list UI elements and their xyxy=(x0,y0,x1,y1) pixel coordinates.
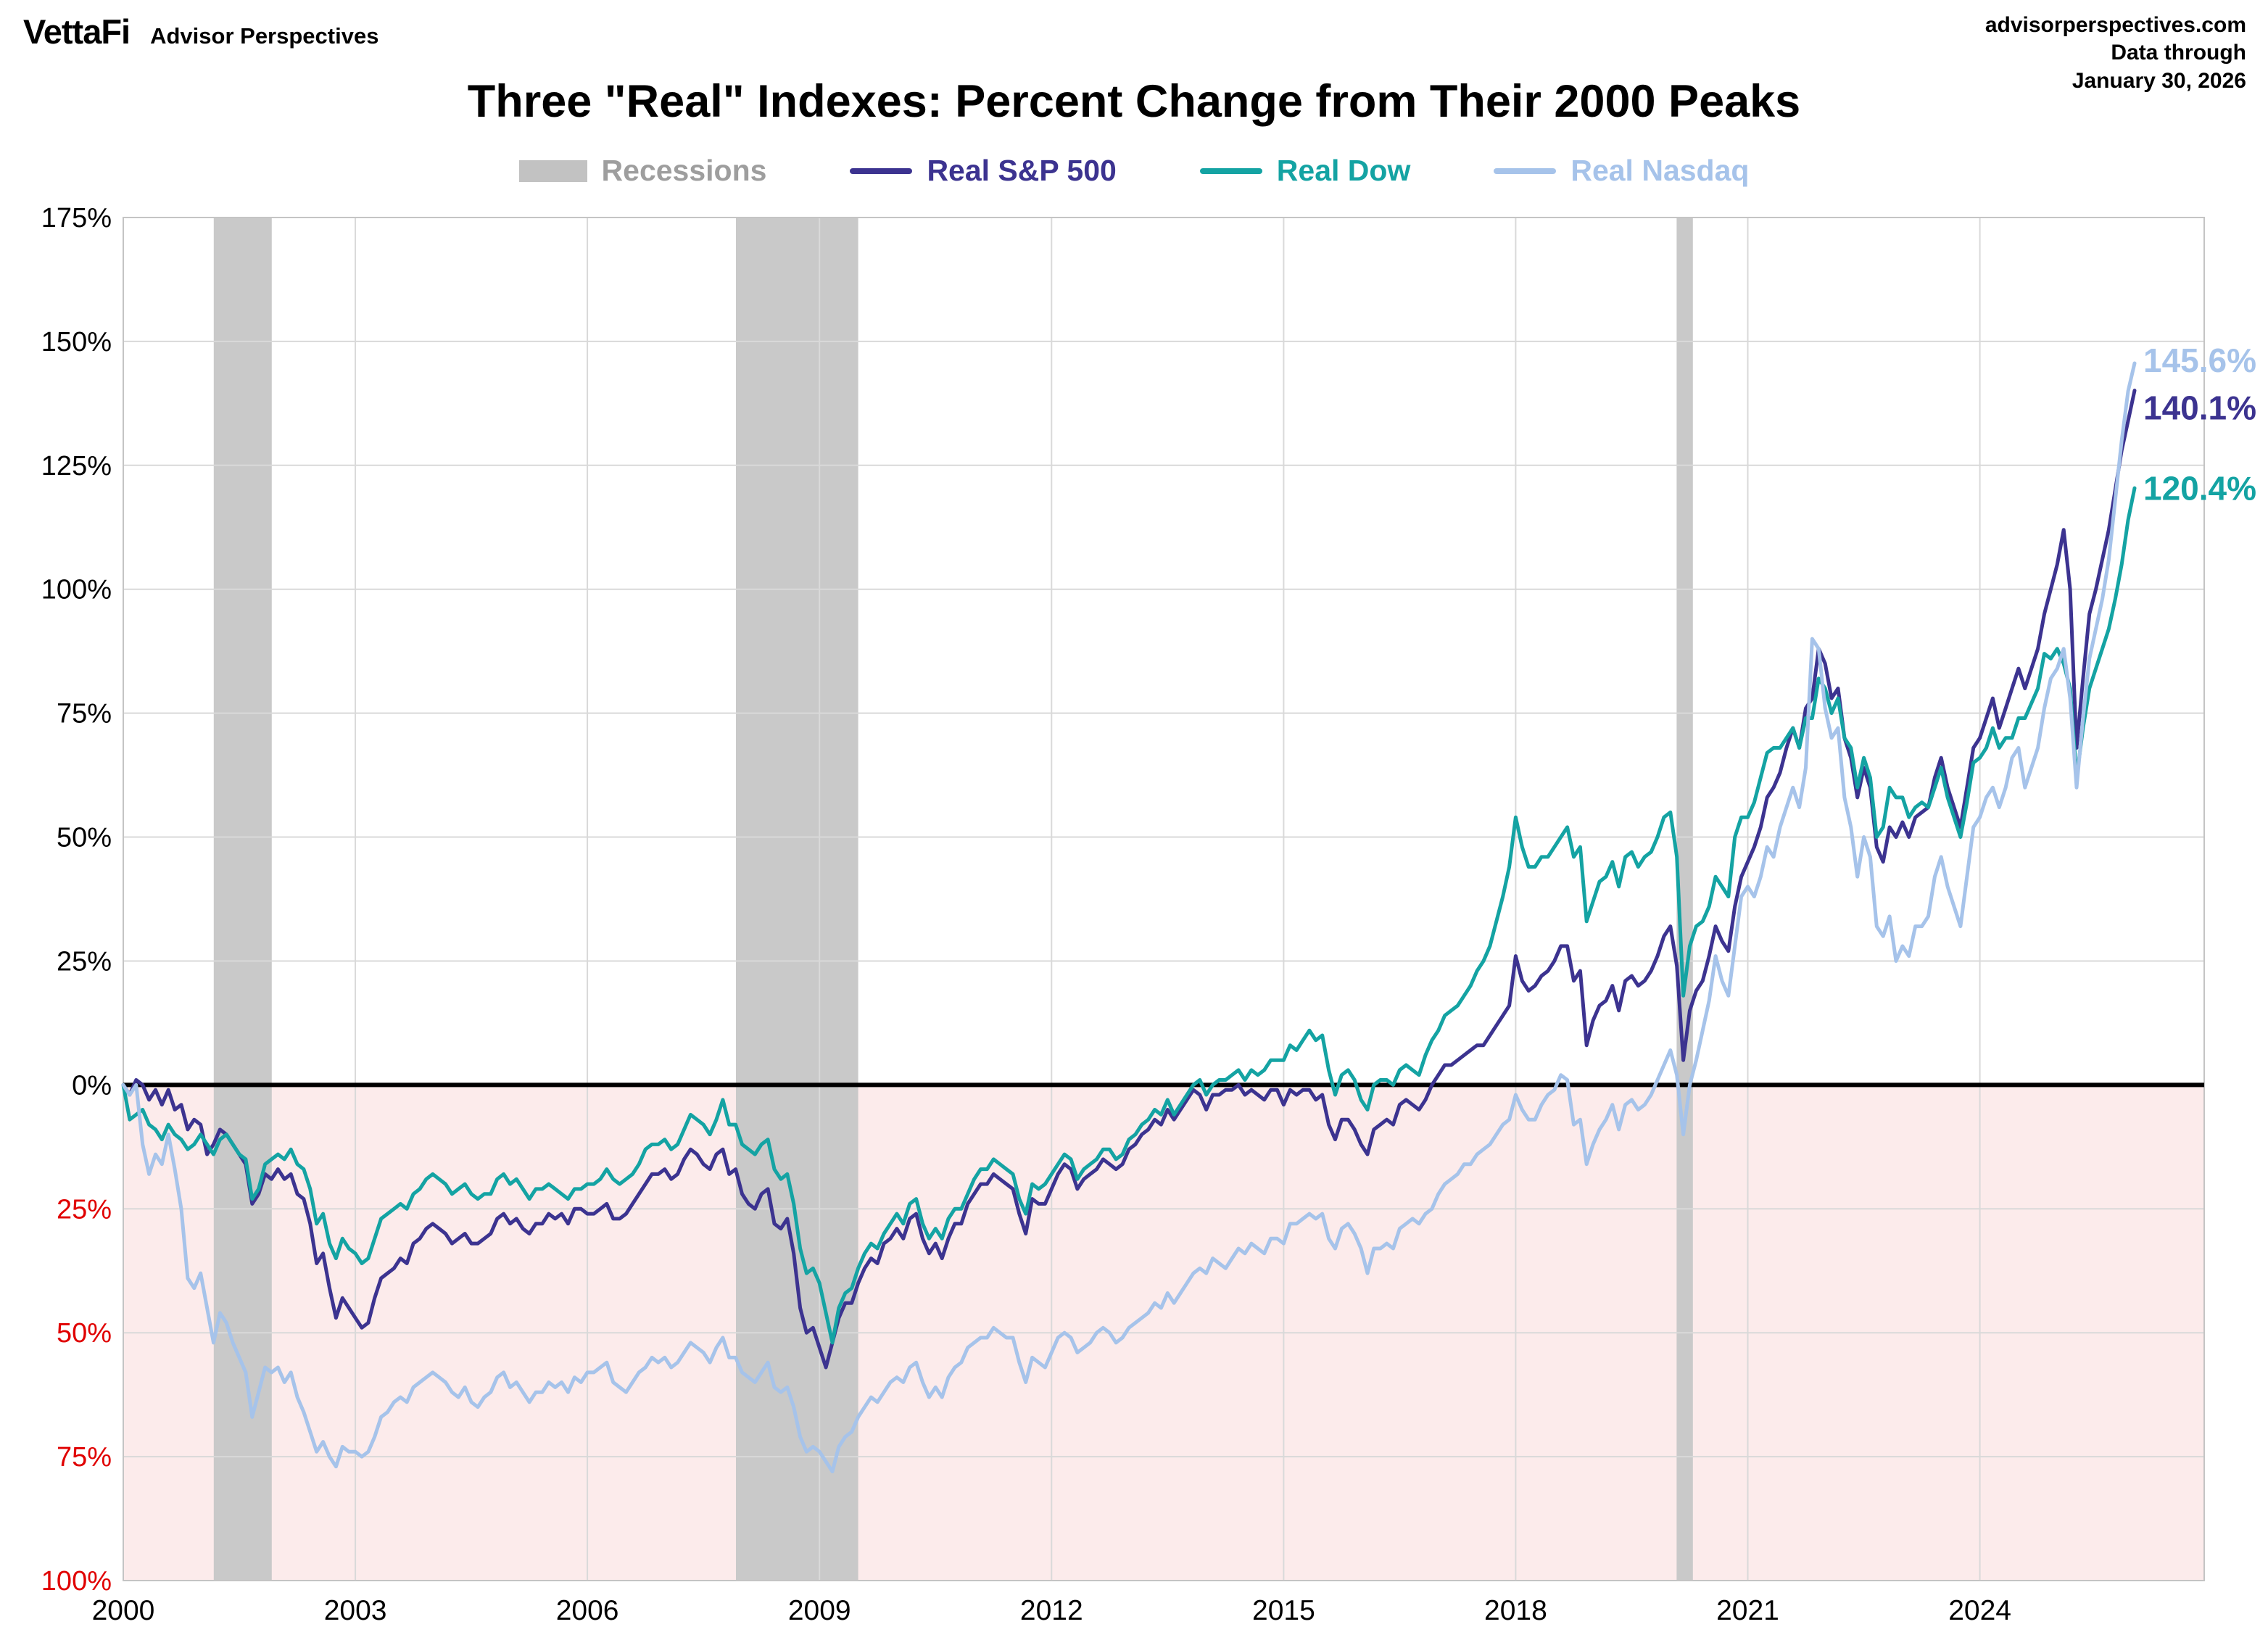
legend-item-real-dow: Real Dow xyxy=(1199,154,1411,188)
series-real-dow xyxy=(121,486,2137,1345)
y-tick-label: 175% xyxy=(41,203,112,233)
dow-line-swatch xyxy=(1199,167,1262,174)
header: VettaFi Advisor Perspectives advisorpers… xyxy=(23,12,2246,95)
nasdaq-line-swatch xyxy=(1494,167,1557,174)
y-tick-label: 125% xyxy=(41,451,112,481)
recession-band-swatch xyxy=(518,160,587,182)
x-tick-label: 2015 xyxy=(1252,1595,1315,1626)
y-tick-label: 25% xyxy=(57,947,112,977)
x-tick-label: 2009 xyxy=(788,1595,851,1626)
y-tick-label: 100% xyxy=(41,575,112,605)
y-tick-label: 0% xyxy=(72,1070,112,1101)
recession-band xyxy=(1676,218,1693,1581)
recession-band xyxy=(736,218,858,1581)
x-tick-label: 2024 xyxy=(1948,1595,2011,1626)
end-label-real-dow: 120.4% xyxy=(2143,469,2256,507)
vettafi-logo: VettaFi xyxy=(23,12,131,51)
x-tick-label: 2000 xyxy=(92,1595,155,1626)
y-tick-label: 100% xyxy=(41,1566,112,1597)
y-tick-label: 25% xyxy=(57,1194,112,1225)
source-block: advisorperspectives.com Data through Jan… xyxy=(1985,12,2246,95)
legend-label-real-nasdaq: Real Nasdaq xyxy=(1570,154,1750,187)
brand: VettaFi Advisor Perspectives xyxy=(23,12,378,51)
x-tick-label: 2021 xyxy=(1716,1595,1779,1626)
brand-subtitle: Advisor Perspectives xyxy=(150,23,379,49)
y-tick-label: 50% xyxy=(57,823,112,853)
legend-item-real-sp500: Real S&P 500 xyxy=(850,154,1117,188)
recession-band xyxy=(213,218,272,1581)
source-url: advisorperspectives.com xyxy=(1984,13,2246,37)
legend: Recessions Real S&P 500 Real Dow Real Na… xyxy=(0,154,2268,188)
x-tick-label: 2006 xyxy=(556,1595,619,1626)
y-tick-label: 50% xyxy=(57,1318,112,1349)
legend-label-real-sp500: Real S&P 500 xyxy=(927,154,1117,187)
chart-title: Three "Real" Indexes: Percent Change fro… xyxy=(467,76,1801,127)
x-tick-label: 2018 xyxy=(1484,1595,1547,1626)
y-tick-label: 75% xyxy=(57,1442,112,1473)
x-tick-label: 2012 xyxy=(1020,1595,1083,1626)
end-label-real-s-p-500: 140.1% xyxy=(2143,389,2256,427)
sp500-line-swatch xyxy=(850,167,913,174)
data-through-label: Data through xyxy=(2111,41,2246,65)
series-real-nasdaq xyxy=(121,361,2137,1474)
x-tick-label: 2003 xyxy=(324,1595,387,1626)
data-through-date: January 30, 2026 xyxy=(2072,68,2246,93)
legend-item-real-nasdaq: Real Nasdaq xyxy=(1494,154,1749,188)
y-tick-label: 75% xyxy=(57,699,112,729)
legend-label-recessions: Recessions xyxy=(601,154,767,187)
end-label-real-nasdaq: 145.6% xyxy=(2143,341,2256,379)
legend-item-recessions: Recessions xyxy=(518,154,767,188)
legend-label-real-dow: Real Dow xyxy=(1276,154,1411,187)
y-tick-label: 150% xyxy=(41,327,112,357)
plot-border xyxy=(123,217,2205,1581)
